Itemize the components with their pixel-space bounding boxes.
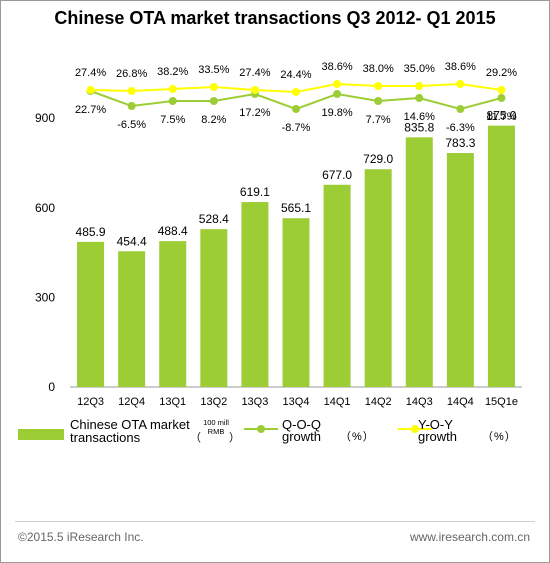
yoy-label-7: 38.0% <box>363 63 394 75</box>
x-tick-label-5: 13Q4 <box>283 396 310 408</box>
bar-value-label-0: 485.9 <box>76 225 106 239</box>
qoq-label-2: 7.5% <box>160 114 185 126</box>
qoq-label-6: 19.8% <box>321 107 352 119</box>
x-tick-label-4: 13Q3 <box>241 396 268 408</box>
yoy-point-1 <box>127 87 136 95</box>
x-tick-label-0: 12Q3 <box>77 396 104 408</box>
bar-13Q3 <box>241 202 269 387</box>
bar-14Q3 <box>405 137 433 387</box>
qoq-point-1 <box>127 102 136 110</box>
bar-12Q4 <box>118 251 146 387</box>
bar-value-label-5: 565.1 <box>281 201 311 215</box>
yoy-label-1: 26.8% <box>116 68 147 80</box>
legend-qoq-label: Q-O-Q growth <box>282 417 322 444</box>
legend-bar-unit: 100 mill RMB <box>203 418 229 436</box>
yoy-label-9: 38.6% <box>445 61 476 73</box>
yoy-label-10: 29.2% <box>486 67 517 79</box>
copyright-text: ©2015.5 iResearch Inc. <box>18 530 144 544</box>
x-tick-label-2: 13Q1 <box>159 396 186 408</box>
yoy-point-6 <box>333 80 342 88</box>
yoy-point-7 <box>374 82 383 90</box>
bar-14Q2 <box>364 169 392 387</box>
legend-yoy-label: Y-O-Y growth <box>418 417 458 444</box>
qoq-point-8 <box>415 94 424 102</box>
bar-14Q1 <box>323 184 351 387</box>
bar-value-label-6: 677.0 <box>322 168 352 182</box>
qoq-point-6 <box>333 90 342 98</box>
y-tick-label-3: 900 <box>35 111 55 125</box>
yoy-point-4 <box>250 86 259 94</box>
x-tick-label-6: 14Q1 <box>324 396 351 408</box>
qoq-label-5: -8.7% <box>282 122 311 134</box>
yoy-label-2: 38.2% <box>157 66 188 78</box>
x-tick-label-10: 15Q1e <box>485 396 518 408</box>
bar-12Q3 <box>77 241 105 387</box>
legend-bar-swatch <box>18 429 64 440</box>
bar-value-label-3: 528.4 <box>199 212 229 226</box>
qoq-point-5 <box>292 105 300 113</box>
qoq-point-3 <box>209 97 218 105</box>
qoq-label-8: 14.6% <box>404 111 435 123</box>
yoy-point-10 <box>497 86 506 94</box>
bar-value-label-2: 488.4 <box>158 224 188 238</box>
yoy-label-4: 27.4% <box>239 67 270 79</box>
website-text: www.iresearch.com.cn <box>409 530 530 544</box>
bar-14Q4 <box>446 153 474 387</box>
qoq-label-0: 22.7% <box>75 104 106 116</box>
bar-value-label-4: 619.1 <box>240 185 270 199</box>
yoy-label-0: 27.4% <box>75 67 106 79</box>
y-tick-label-0: 0 <box>48 380 55 394</box>
bar-value-label-8: 835.8 <box>404 120 434 134</box>
footer-divider <box>15 521 535 522</box>
bar-13Q4 <box>282 218 310 387</box>
y-tick-label-1: 300 <box>35 290 55 304</box>
legend-bar-unit-open: （ <box>190 432 201 444</box>
yoy-label-6: 38.6% <box>321 61 352 73</box>
yoy-point-0 <box>86 86 95 94</box>
yoy-point-2 <box>168 85 177 93</box>
bar-value-label-9: 783.3 <box>445 136 475 150</box>
qoq-point-7 <box>374 97 383 105</box>
bar-15Q1e <box>487 125 515 387</box>
qoq-label-4: 17.2% <box>239 107 270 119</box>
yoy-point-9 <box>456 80 465 88</box>
qoq-point-10 <box>497 94 506 102</box>
legend-yoy-unit: （%） <box>482 431 517 443</box>
chart-canvas: 0 300 600 900 485.9 12Q3 454.4 12Q4 488.4 13Q1 528… <box>35 61 522 408</box>
legend-yoy-marker <box>411 425 419 433</box>
bar-13Q1 <box>159 241 187 387</box>
legend-qoq-marker <box>257 425 265 433</box>
qoq-label-7: 7.7% <box>366 114 391 126</box>
bar-13Q2 <box>200 229 228 387</box>
legend-bar-unit-close: ） <box>229 432 240 444</box>
bar-value-label-7: 729.0 <box>363 152 393 166</box>
x-tick-label-3: 13Q2 <box>200 396 227 408</box>
bar-value-label-1: 454.4 <box>117 234 147 248</box>
qoq-label-1: -6.5% <box>117 119 146 131</box>
yoy-label-3: 33.5% <box>198 64 229 76</box>
bar-value-label-10: 875.0 <box>486 109 516 123</box>
legend-qoq-unit: （%） <box>340 431 375 443</box>
yoy-point-3 <box>209 83 218 91</box>
qoq-label-9: -6.3% <box>446 122 475 134</box>
chart-legend: Chinese OTA market transactions （ 100 mi… <box>18 416 538 456</box>
x-tick-label-9: 14Q4 <box>447 396 474 408</box>
yoy-point-8 <box>415 82 424 90</box>
x-tick-label-7: 14Q2 <box>365 396 392 408</box>
chart-title: Chinese OTA market transactions Q3 2012-… <box>54 8 496 28</box>
yoy-point-5 <box>292 88 300 96</box>
x-tick-label-8: 14Q3 <box>406 396 433 408</box>
x-tick-label-1: 12Q4 <box>118 396 145 408</box>
qoq-label-10: 11.7% <box>486 111 517 123</box>
yoy-label-5: 24.4% <box>280 69 311 81</box>
qoq-point-2 <box>168 97 177 105</box>
legend-bar-label: Chinese OTA market transactions <box>70 417 190 445</box>
qoq-label-3: 8.2% <box>201 114 226 126</box>
qoq-point-9 <box>456 105 465 113</box>
y-tick-label-2: 600 <box>35 201 55 215</box>
yoy-label-8: 35.0% <box>404 63 435 75</box>
